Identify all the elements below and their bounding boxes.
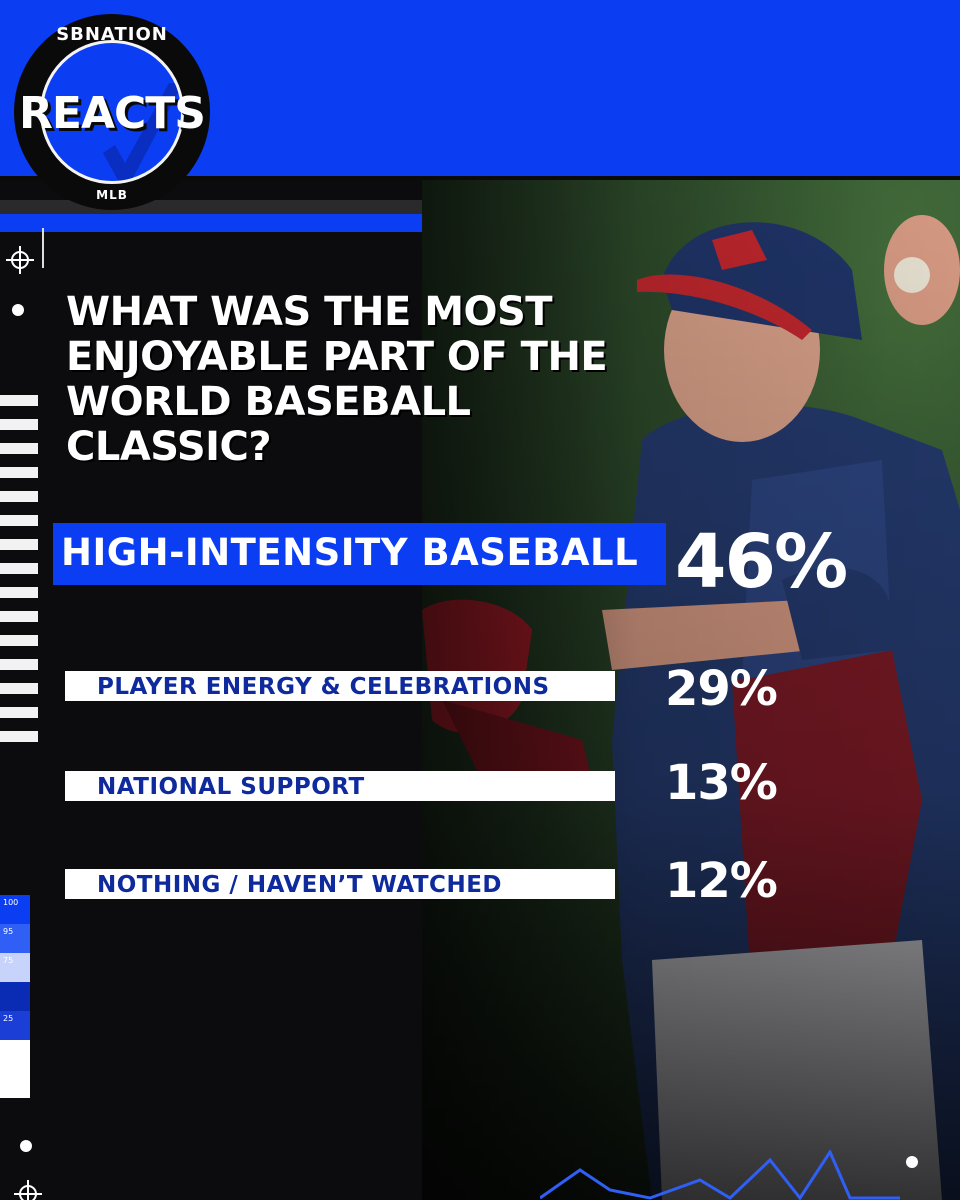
signal-line-decoration — [540, 1150, 900, 1200]
divider-line — [42, 228, 44, 268]
result-bar: NOTHING / HAVEN’T WATCHED — [65, 869, 615, 899]
player-photo — [422, 180, 960, 1200]
result-percent: 13% — [665, 755, 778, 811]
dot-icon — [20, 1140, 32, 1152]
question-line-3: WORLD BASEBALL CLASSIC? — [66, 379, 471, 470]
logo-main-text: REACTS — [19, 88, 206, 139]
scale-label: 100 — [3, 898, 19, 907]
dot-icon — [12, 304, 24, 316]
result-label: PLAYER ENERGY & CELEBRATIONS — [97, 674, 550, 700]
logo-top-text: SBNATION — [56, 24, 168, 45]
result-percent: 46% — [675, 519, 848, 605]
result-bar: NATIONAL SUPPORT — [65, 771, 615, 801]
logo-sub-text: MLB — [96, 188, 128, 202]
scale-label: 95 — [3, 927, 14, 936]
crosshair-icon — [6, 246, 34, 274]
dot-icon — [906, 1156, 918, 1168]
result-label: NATIONAL SUPPORT — [97, 774, 365, 800]
result-label: HIGH-INTENSITY BASEBALL — [61, 531, 639, 574]
question-line-1: WHAT WAS THE MOST — [66, 289, 553, 335]
sbnation-reacts-logo: SBNATION REACTS MLB — [14, 14, 210, 210]
result-percent: 12% — [665, 853, 778, 909]
result-label: NOTHING / HAVEN’T WATCHED — [97, 872, 502, 898]
scale-label: 75 — [3, 956, 14, 965]
checkmark-icon — [103, 83, 181, 181]
tick-ruler — [0, 395, 40, 755]
result-bar-top: HIGH-INTENSITY BASEBALL — [53, 523, 666, 585]
pitcher-illustration — [422, 180, 960, 1200]
crosshair-icon — [14, 1180, 42, 1200]
poll-question: WHAT WAS THE MOST ENJOYABLE PART OF THE … — [66, 290, 686, 470]
color-scale: 100 95 75 25 — [0, 895, 30, 1098]
question-line-2: ENJOYABLE PART OF THE — [66, 334, 608, 380]
result-percent: 29% — [665, 661, 778, 717]
accent-strip-blue — [0, 214, 422, 232]
scale-label: 25 — [3, 1014, 14, 1023]
result-bar: PLAYER ENERGY & CELEBRATIONS — [65, 671, 615, 701]
